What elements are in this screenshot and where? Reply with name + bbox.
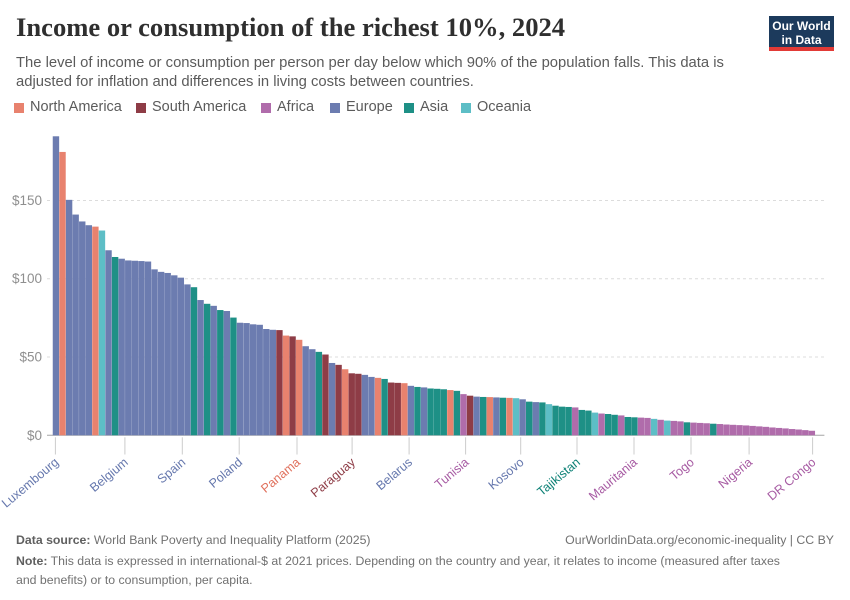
svg-text:$150: $150 — [12, 193, 42, 208]
svg-text:Luxembourg: Luxembourg — [0, 455, 61, 510]
svg-text:Tajikistan: Tajikistan — [535, 455, 583, 499]
svg-text:Panama: Panama — [258, 455, 303, 496]
svg-text:Spain: Spain — [155, 455, 189, 486]
svg-text:$0: $0 — [27, 428, 42, 443]
svg-text:Belarus: Belarus — [374, 455, 415, 493]
svg-text:$50: $50 — [19, 350, 42, 365]
svg-text:$100: $100 — [12, 271, 42, 286]
svg-text:Nigeria: Nigeria — [716, 455, 755, 491]
svg-text:Mauritania: Mauritania — [586, 455, 640, 503]
svg-text:Kosovo: Kosovo — [486, 455, 527, 493]
svg-text:Belgium: Belgium — [87, 455, 131, 495]
svg-text:Tunisia: Tunisia — [432, 455, 472, 491]
svg-text:Poland: Poland — [206, 455, 245, 491]
svg-text:Paraguay: Paraguay — [308, 455, 359, 501]
svg-text:Togo: Togo — [667, 455, 697, 483]
svg-text:DR Congo: DR Congo — [765, 455, 819, 503]
